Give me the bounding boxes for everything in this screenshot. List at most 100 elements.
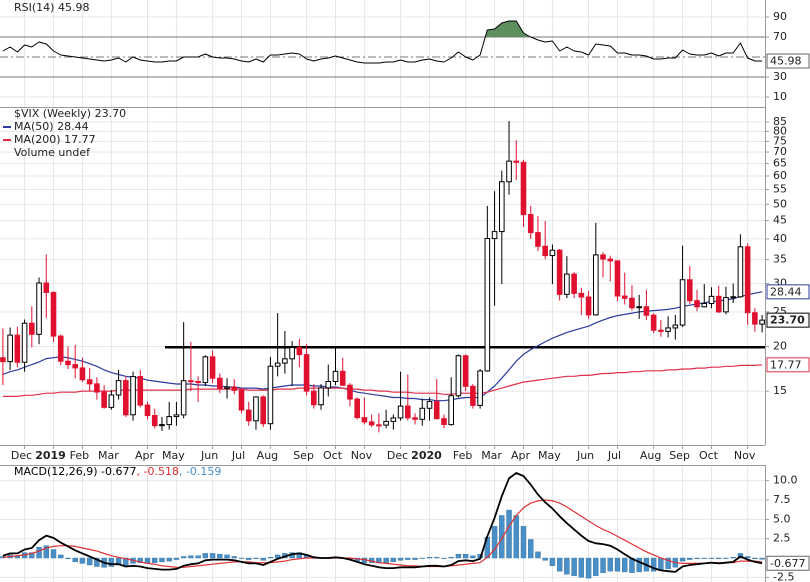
histogram-bar xyxy=(79,557,86,564)
histogram-bar xyxy=(159,557,165,563)
histogram-bar xyxy=(29,552,35,559)
candle-body xyxy=(332,370,339,382)
candle-body xyxy=(556,249,563,295)
candle-body xyxy=(267,365,274,425)
histogram-bar xyxy=(585,557,592,579)
candle-body xyxy=(513,160,520,163)
histogram-bar xyxy=(470,555,476,559)
x-tick-label: Sep xyxy=(293,449,314,462)
histogram-bar xyxy=(564,557,570,575)
candle-body xyxy=(549,249,556,257)
candle-body xyxy=(151,414,158,427)
histogram-bar xyxy=(650,557,657,572)
candle-body xyxy=(245,409,252,422)
candle-body xyxy=(123,380,129,416)
histogram-bar xyxy=(390,557,397,563)
value-box xyxy=(766,53,810,69)
histogram-bar xyxy=(50,549,57,559)
x-tick-label: Jul xyxy=(607,449,621,462)
candle-body xyxy=(687,279,693,302)
histogram-bar xyxy=(267,557,274,559)
y-tick-label: 15 xyxy=(773,384,787,397)
histogram-bar xyxy=(397,557,404,561)
y-tick-label: 50 xyxy=(773,197,787,210)
x-tick-label: May xyxy=(538,449,561,462)
candle-body xyxy=(506,160,512,183)
candle-body xyxy=(499,181,505,233)
value-box xyxy=(766,357,810,373)
histogram-bar xyxy=(687,557,693,560)
candle-body xyxy=(159,424,165,427)
candle-body xyxy=(650,314,657,331)
candle-body xyxy=(412,417,418,420)
histogram-bar xyxy=(217,553,223,559)
histogram-bar xyxy=(412,557,418,560)
histogram-bar xyxy=(108,557,115,567)
x-tick-label: Sep xyxy=(669,449,690,462)
histogram-bar xyxy=(173,557,180,560)
histogram-bar xyxy=(202,553,209,559)
candle-body xyxy=(535,232,541,247)
candle-body xyxy=(759,319,765,325)
candle-body xyxy=(744,246,751,314)
candle-body xyxy=(679,279,686,326)
x-tick-label: Apr xyxy=(511,449,531,462)
candle-body xyxy=(7,334,13,363)
x-tick-label: Nov xyxy=(734,449,756,462)
histogram-bar xyxy=(744,556,751,559)
histogram-bar xyxy=(455,553,462,559)
histogram-bar xyxy=(658,557,664,571)
histogram-bar xyxy=(752,557,758,560)
x-tick-label: Oct xyxy=(323,449,343,462)
candle-body xyxy=(260,396,266,425)
histogram-bar xyxy=(166,557,172,562)
histogram-bar xyxy=(441,557,447,559)
histogram-bar xyxy=(636,557,642,573)
candle-body xyxy=(57,335,64,362)
histogram-bar xyxy=(622,557,628,573)
y-tick-label: 2.5 xyxy=(773,532,791,545)
candle-body xyxy=(318,387,324,406)
histogram-bar xyxy=(137,557,143,563)
candle-body xyxy=(636,306,642,309)
candle-body xyxy=(701,303,708,308)
value-box-label: 23.70 xyxy=(770,314,805,327)
candle-body xyxy=(621,295,628,299)
histogram-bar xyxy=(506,509,512,559)
histogram-bar xyxy=(607,557,613,572)
histogram-bar xyxy=(542,557,548,561)
histogram-bar xyxy=(600,557,606,573)
y-tick-label: 35 xyxy=(773,253,787,266)
y-tick-label: 65 xyxy=(773,157,787,170)
y-tick-label: 7.5 xyxy=(773,493,791,506)
candle-body xyxy=(723,297,729,313)
candle-body xyxy=(484,237,491,372)
histogram-bar xyxy=(383,557,389,563)
histogram-bar xyxy=(694,557,700,560)
candle-body xyxy=(491,231,498,239)
x-tick-label: 2019 xyxy=(35,449,66,462)
candle-body xyxy=(455,355,462,397)
x-tick-label: May xyxy=(162,449,185,462)
candle-body xyxy=(470,385,476,406)
histogram-bar xyxy=(419,557,425,559)
histogram-bar xyxy=(499,515,505,559)
y-tick-label: 90 xyxy=(773,10,787,23)
histogram-bar xyxy=(58,554,64,559)
candle-body xyxy=(202,356,209,384)
candle-body xyxy=(180,380,187,416)
candle-body xyxy=(209,356,216,379)
value-box xyxy=(766,284,810,300)
histogram-bar xyxy=(43,545,49,559)
candle-body xyxy=(737,246,744,298)
histogram-bar xyxy=(405,557,411,560)
candle-body xyxy=(672,324,679,329)
x-tick-label: Oct xyxy=(699,449,719,462)
candle-body xyxy=(325,380,332,389)
candle-body xyxy=(43,282,50,293)
candle-body xyxy=(289,346,295,360)
candle-body xyxy=(217,377,223,389)
candle-body xyxy=(730,296,736,299)
histogram-bar xyxy=(448,557,454,559)
histogram-bar xyxy=(708,557,715,559)
